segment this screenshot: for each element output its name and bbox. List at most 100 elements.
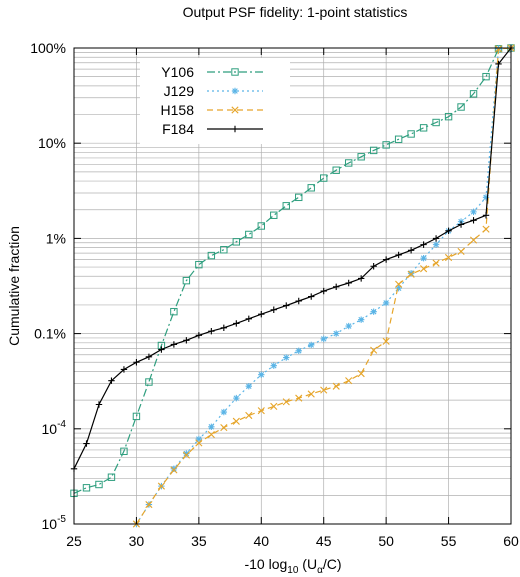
data-point (295, 347, 302, 354)
data-point (382, 141, 390, 149)
data-point (457, 221, 465, 228)
legend-label-j129: J129 (164, 83, 195, 99)
data-point (231, 125, 239, 133)
data-point (220, 408, 228, 416)
data-point (370, 263, 377, 270)
y-tick-label: 0.1% (34, 326, 66, 342)
series-line-f184 (73, 47, 512, 470)
data-point (82, 484, 91, 492)
data-point (183, 337, 190, 344)
data-point (320, 335, 327, 343)
data-point (382, 337, 390, 345)
data-point (407, 270, 415, 277)
data-point (332, 166, 340, 174)
data-point (444, 112, 453, 121)
data-point (345, 279, 352, 287)
data-point (107, 473, 116, 481)
data-point (258, 371, 265, 378)
data-point (231, 68, 239, 76)
data-point (308, 341, 315, 349)
y-tick-label: 10% (38, 135, 66, 151)
data-point (233, 320, 240, 327)
data-point (394, 135, 403, 143)
y-tick-label: 10-5 (42, 514, 67, 532)
y-tick-label: 1% (46, 230, 66, 246)
data-point (382, 299, 390, 307)
data-point (270, 362, 277, 369)
data-point (145, 500, 153, 509)
data-point (157, 482, 165, 490)
data-point (432, 259, 440, 267)
data-point (283, 354, 290, 361)
data-point (295, 193, 303, 202)
data-point (420, 265, 428, 273)
x-tick-label: 60 (503, 533, 519, 549)
data-point (370, 308, 377, 315)
data-point (170, 465, 178, 473)
data-point (469, 236, 478, 244)
data-point (257, 222, 265, 230)
y-axis-label: Cumulative fraction (6, 226, 22, 346)
data-point (420, 241, 427, 248)
data-point (132, 412, 141, 421)
data-point (357, 275, 365, 282)
data-point (395, 284, 402, 292)
data-point (369, 146, 378, 155)
data-point (183, 450, 190, 457)
data-point (469, 90, 478, 98)
x-tick-label: 55 (441, 533, 457, 549)
series-line-y106 (73, 47, 512, 494)
data-point (320, 386, 328, 394)
data-point (270, 402, 278, 410)
y-tick-label-exponent: -4 (57, 419, 66, 430)
data-point (333, 283, 340, 291)
data-point (283, 302, 290, 309)
x-tick-labels: 25 30 35 40 45 50 55 60 (66, 533, 519, 549)
y-tick-label-base: 10 (42, 516, 58, 532)
data-point (207, 251, 216, 260)
data-point (407, 247, 415, 254)
data-point (470, 217, 477, 224)
data-point (407, 130, 415, 138)
data-point (207, 430, 215, 439)
data-point (145, 353, 153, 361)
data-point (245, 383, 252, 390)
data-point (170, 341, 178, 348)
data-point (270, 211, 278, 219)
series-h158 (132, 44, 515, 528)
data-point (295, 297, 302, 305)
legend-label-f184: F184 (162, 121, 194, 137)
data-point (282, 398, 290, 406)
data-point (220, 246, 228, 254)
data-point (432, 241, 440, 248)
data-point (95, 401, 103, 408)
data-point (270, 306, 277, 313)
data-point (231, 87, 239, 95)
data-point (133, 359, 140, 366)
data-point (195, 332, 203, 339)
data-point (482, 225, 490, 233)
data-point (494, 45, 503, 53)
x-axis-label-sub1: 10 (287, 565, 299, 576)
x-tick-label: 35 (191, 533, 207, 549)
data-point (307, 184, 315, 192)
data-point (308, 293, 315, 300)
data-point (245, 315, 252, 323)
x-axis-label-suffix: /C) (323, 556, 342, 572)
data-point (120, 366, 128, 373)
series-layer (70, 44, 515, 528)
x-axis-label-sub2: α (317, 565, 323, 576)
data-point (145, 378, 153, 386)
data-point (395, 251, 402, 259)
data-point (182, 276, 191, 285)
data-point (432, 235, 440, 242)
data-point (420, 254, 427, 262)
data-point (407, 270, 415, 278)
data-point (495, 60, 502, 68)
x-axis-label-mid: (U (298, 556, 317, 572)
data-point (195, 260, 203, 269)
data-point (333, 330, 340, 337)
chart-title: Output PSF fidelity: 1-point statistics (183, 4, 408, 20)
data-point (195, 439, 203, 447)
y-tick-label: 10-4 (42, 419, 67, 437)
